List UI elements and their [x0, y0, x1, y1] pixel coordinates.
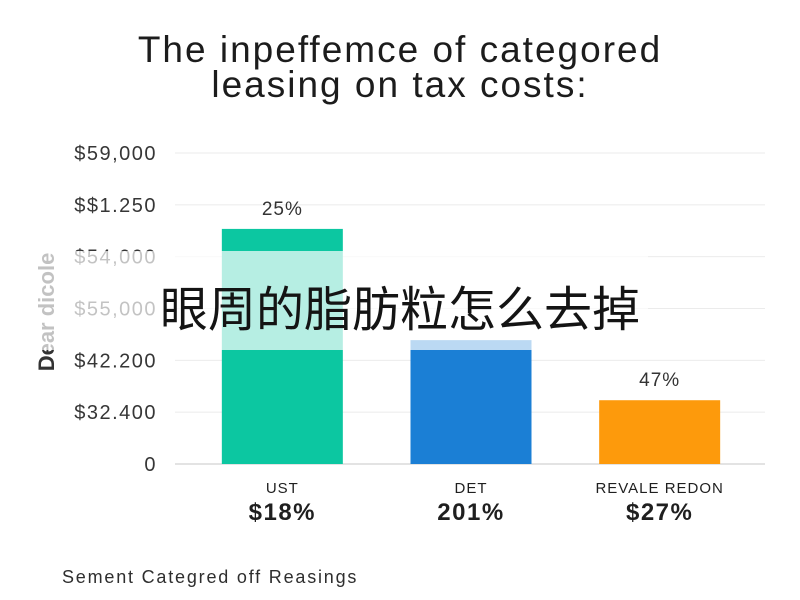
x-tick-label: REVALE REDON [595, 480, 723, 497]
chart-labels: 25% UST $18% DET 201% 47% REVALE REDON $27% [249, 199, 723, 526]
category-value-label: 201% [437, 499, 504, 526]
y-tick-label: $42.200 [74, 350, 157, 372]
x-tick-label: DET [455, 480, 488, 497]
bar-revale-redon [599, 400, 721, 464]
watermark-band [28, 251, 648, 350]
watermark-text: 眼周的脂肪粒怎么去掉 [159, 282, 640, 338]
chart-title: The inpeffemce of categored leasing on t… [137, 29, 663, 105]
bar-value-label: 47% [639, 370, 680, 391]
category-value-label: $18% [249, 499, 316, 526]
y-tick-label: 0 [144, 454, 157, 476]
bar-det [410, 340, 532, 464]
category-value-label: $27% [626, 499, 693, 526]
y-tick-label: $59,000 [74, 143, 157, 165]
x-tick-label: UST [266, 480, 299, 497]
chart-caption: Sement Categred off Reasings [62, 567, 359, 587]
bar-value-label: 25% [262, 199, 303, 220]
y-tick-label: $32.400 [74, 402, 157, 424]
y-tick-label: $$1.250 [74, 195, 157, 217]
